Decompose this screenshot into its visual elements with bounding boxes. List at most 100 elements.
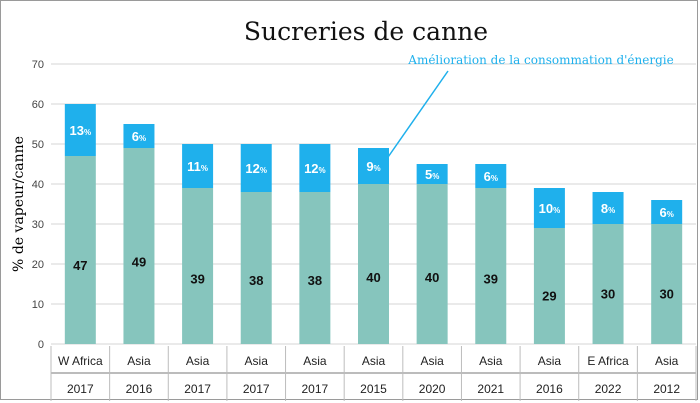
improvement-value-number: 11: [187, 159, 201, 174]
improvement-value-label: 6%: [484, 169, 498, 184]
x-category-year: 2021: [477, 382, 504, 396]
bar-improvement: [651, 200, 683, 224]
x-category-year: 2017: [243, 382, 270, 396]
improvement-percent-suffix: %: [667, 210, 674, 219]
x-category-year: 2022: [595, 382, 622, 396]
improvement-value-label: 9%: [366, 159, 380, 174]
improvement-value-number: 8: [601, 201, 608, 216]
improvement-value-label: 10%: [539, 201, 561, 216]
improvement-percent-suffix: %: [374, 164, 381, 173]
improvement-value-number: 13: [70, 123, 84, 138]
bar-base: [123, 148, 155, 344]
improvement-value-label: 12%: [304, 161, 326, 176]
bar-base: [358, 184, 389, 344]
x-category-year: 2012: [653, 382, 680, 396]
bar-improvement: [416, 164, 448, 184]
bar-improvement: [533, 188, 565, 228]
bar-base: [299, 192, 331, 344]
x-category-year: 2016: [536, 382, 563, 396]
base-value-label: 39: [190, 271, 204, 286]
y-tick-label: 70: [32, 59, 44, 71]
bar-improvement: [123, 124, 155, 148]
improvement-value-number: 12: [245, 161, 259, 176]
base-value-label: 30: [601, 287, 615, 302]
annotation-leader-line: [385, 70, 449, 161]
bar-improvement: [182, 144, 214, 188]
improvement-value-number: 6: [132, 129, 139, 144]
x-category-region: E Africa: [587, 354, 629, 368]
improvement-value-label: 5%: [425, 167, 439, 182]
base-value-label: 38: [308, 273, 322, 288]
improvement-value-label: 11%: [187, 159, 208, 174]
base-value-label: 38: [249, 273, 263, 288]
improvement-percent-suffix: %: [432, 172, 439, 181]
y-axis-label: % de vapeur/canne: [11, 136, 27, 272]
chart-title: Sucreries de canne: [244, 17, 488, 46]
improvement-value-label: 6%: [132, 129, 146, 144]
x-category-region: Asia: [186, 354, 210, 368]
y-tick-label: 40: [32, 179, 44, 191]
y-tick-label: 60: [32, 99, 44, 111]
bar-base: [182, 188, 214, 344]
x-category-region: Asia: [479, 354, 503, 368]
improvement-value-number: 5: [425, 167, 432, 182]
x-category-region: Asia: [420, 354, 444, 368]
y-tick-label: 50: [32, 139, 44, 151]
x-category-region: W Africa: [58, 354, 103, 368]
base-value-label: 47: [73, 258, 87, 273]
x-category-year: 2017: [184, 382, 211, 396]
bar-improvement: [240, 144, 272, 192]
improvement-value-number: 9: [366, 159, 373, 174]
improvement-value-number: 10: [539, 201, 553, 216]
improvement-percent-suffix: %: [84, 128, 91, 137]
annotation-text: Amélioration de la consommation d'énergi…: [407, 53, 673, 67]
improvement-percent-suffix: %: [139, 134, 146, 143]
improvement-value-label: 13%: [70, 123, 92, 138]
x-category-year: 2016: [126, 382, 153, 396]
improvement-value-number: 6: [660, 205, 667, 220]
base-value-label: 29: [542, 288, 556, 303]
improvement-value-number: 12: [304, 161, 318, 176]
y-tick-label: 0: [38, 339, 44, 351]
base-value-label: 40: [425, 270, 439, 285]
bar-base: [533, 228, 565, 344]
improvement-value-number: 6: [484, 169, 491, 184]
x-category-year: 2020: [419, 382, 446, 396]
improvement-value-label: 6%: [660, 205, 674, 220]
improvement-percent-suffix: %: [201, 164, 208, 173]
x-category-region: Asia: [245, 354, 269, 368]
improvement-percent-suffix: %: [491, 174, 498, 183]
bar-improvement: [592, 192, 624, 224]
bar-base: [475, 188, 507, 344]
bar-improvement: [475, 164, 507, 188]
base-value-label: 49: [132, 255, 146, 270]
bar-base: [64, 156, 96, 344]
bar-improvement: [299, 144, 331, 192]
x-category-region: Asia: [362, 354, 386, 368]
improvement-percent-suffix: %: [553, 206, 560, 215]
x-category-region: Asia: [127, 354, 151, 368]
y-tick-label: 20: [32, 259, 44, 271]
base-value-label: 30: [659, 287, 673, 302]
y-tick-label: 10: [32, 299, 44, 311]
bar-base: [651, 224, 683, 344]
bar-base: [592, 224, 624, 344]
x-category-region: Asia: [655, 354, 679, 368]
base-value-label: 39: [484, 271, 498, 286]
y-tick-label: 30: [32, 219, 44, 231]
improvement-percent-suffix: %: [319, 166, 326, 175]
x-category-region: Asia: [538, 354, 562, 368]
x-category-year: 2017: [67, 382, 94, 396]
base-value-label: 40: [366, 270, 380, 285]
improvement-value-label: 8%: [601, 201, 615, 216]
bar-base: [240, 192, 272, 344]
bar-improvement: [64, 104, 96, 156]
bar-base: [416, 184, 448, 344]
x-category-year: 2017: [302, 382, 329, 396]
improvement-percent-suffix: %: [608, 206, 615, 215]
improvement-value-label: 12%: [245, 161, 267, 176]
improvement-percent-suffix: %: [260, 166, 267, 175]
x-category-region: Asia: [303, 354, 327, 368]
